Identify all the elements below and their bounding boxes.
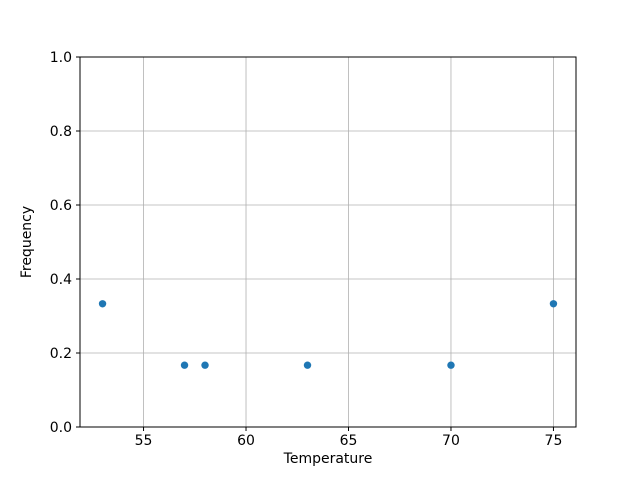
x-tick-label: 75 [545,433,563,449]
data-point [303,361,312,369]
y-tick-label: 1.0 [50,50,72,66]
x-tick-label: 65 [340,433,358,449]
y-tick-label: 0.4 [50,272,72,288]
y-tick-label: 0.6 [50,198,72,214]
x-tick-label: 60 [237,433,255,449]
data-point [98,300,107,308]
data-point [549,300,558,308]
y-axis-label: Frequency [19,205,35,279]
y-tick-label: 0.2 [50,346,72,362]
y-tick-label: 0.0 [50,420,72,436]
x-tick-label: 70 [442,433,460,449]
x-axis-label: Temperature [283,451,373,467]
y-tick-label: 0.8 [50,124,72,140]
data-point [201,361,209,369]
x-tick-label: 55 [135,433,153,449]
data-point [447,361,455,369]
axes-spine [79,56,577,428]
data-point [180,361,189,369]
